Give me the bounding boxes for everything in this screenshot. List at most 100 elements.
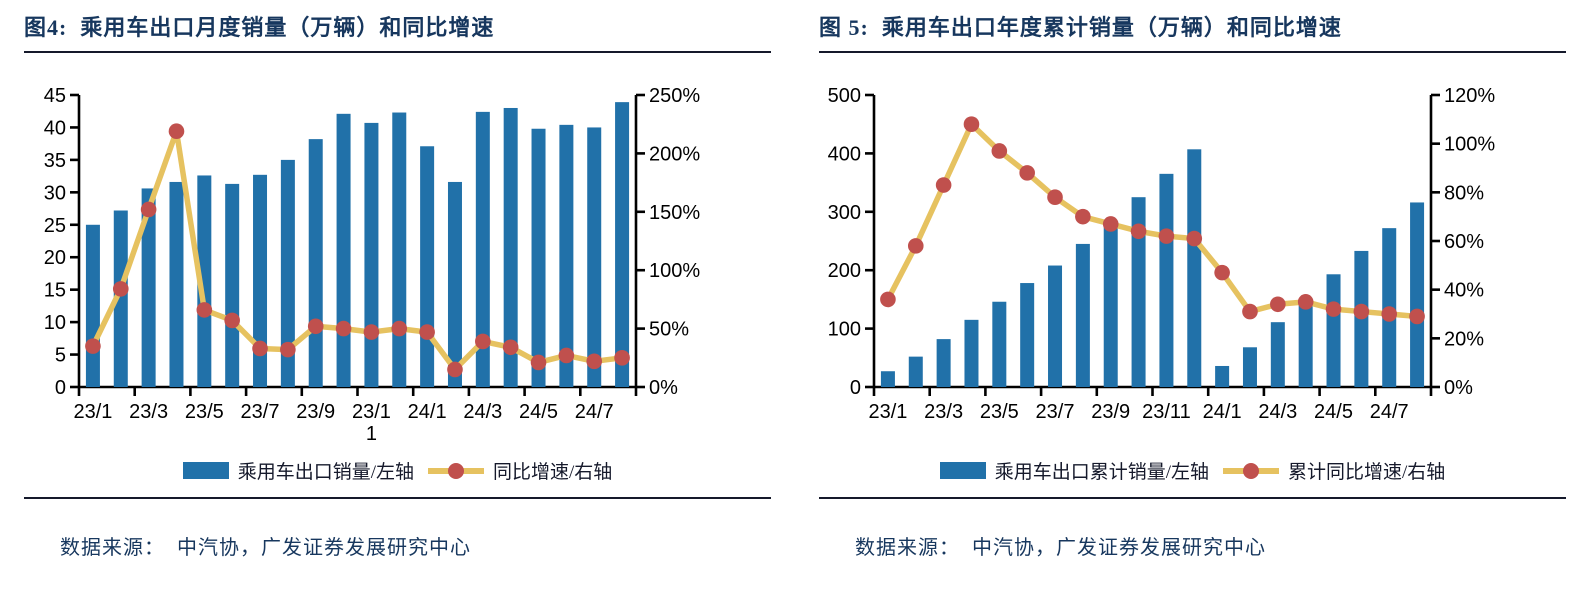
left-axis-tick-label: 40: [44, 117, 66, 139]
data-point-marker: [475, 333, 491, 350]
x-axis-tick-label: 24/1: [408, 401, 447, 423]
bar: [964, 319, 979, 387]
data-point-marker: [140, 201, 157, 218]
data-point-marker: [280, 341, 296, 358]
right-axis-tick-label: 20%: [1444, 328, 1484, 350]
bar: [880, 371, 895, 387]
bar: [364, 122, 379, 387]
x-axis-tick-label: 23/5: [980, 401, 1019, 423]
data-point-marker: [1186, 230, 1203, 247]
line-series-swatch: [428, 462, 484, 479]
cumulative-export-combo-chart: 0 100 200 300 400 500 0% 20% 40% 60% 80% 100% 120% 23…: [828, 85, 1496, 423]
data-point-marker: [1075, 208, 1091, 225]
data-point-marker: [252, 340, 268, 357]
right-axis-tick-label: 120%: [1444, 85, 1495, 107]
x-axis-tick-label: 23/5: [185, 401, 224, 423]
bar-series-swatch: [939, 462, 986, 479]
left-axis-tick-label: 15: [44, 280, 66, 302]
data-point-marker: [586, 353, 603, 370]
right-axis-tick-label: 150%: [649, 202, 700, 224]
bar-series-label: 乘用车出口累计销量/左轴: [994, 462, 1209, 483]
bar: [908, 356, 923, 387]
data-point-marker: [1214, 264, 1230, 281]
bar: [197, 175, 212, 387]
bar: [1187, 149, 1202, 387]
right-axis-tick-label: 50%: [649, 319, 689, 341]
bar: [615, 102, 630, 387]
bar: [113, 210, 128, 387]
bar: [225, 183, 240, 387]
data-point-marker: [112, 281, 129, 297]
legend-item-bar: 乘用车出口累计销量/左轴: [939, 457, 1209, 484]
data-point-marker: [1158, 228, 1175, 244]
data-point-marker: [168, 123, 185, 140]
right-axis-tick-label: 100%: [1444, 134, 1495, 156]
data-point-marker: [558, 347, 575, 364]
left-axis-tick-label: 20: [44, 247, 66, 269]
bar-series: [880, 149, 1425, 387]
data-point-marker: [1130, 223, 1147, 240]
bar: [253, 174, 268, 387]
line-marker-dot: [1243, 462, 1259, 479]
right-axis-tick-label: 80%: [1444, 182, 1484, 204]
left-axis-tick-label: 0: [850, 377, 861, 399]
data-point-marker: [502, 339, 519, 356]
x-axis-tick-label: 23/9: [296, 401, 335, 423]
data-point-marker: [1047, 189, 1063, 205]
x-axis-tick-label: 24/3: [463, 401, 502, 423]
right-axis-tick-label: 0%: [1444, 377, 1473, 399]
bar: [1242, 347, 1257, 387]
bar: [1326, 274, 1341, 387]
bar: [85, 224, 100, 387]
axes: [70, 93, 645, 396]
bar: [1215, 365, 1230, 387]
data-point-marker: [963, 116, 980, 132]
line-series-swatch: [1223, 462, 1279, 479]
bar: [1298, 299, 1313, 387]
left-axis-tick-label: 30: [44, 182, 66, 204]
data-point-marker: [363, 324, 380, 340]
data-point-marker: [935, 177, 952, 193]
bar: [141, 188, 156, 387]
data-point-marker: [447, 361, 463, 378]
legend-item-line: 累计同比增速/右轴: [1223, 457, 1445, 484]
left-axis-tick-label: 35: [44, 150, 66, 172]
x-axis-tick-label: 23/7: [1036, 401, 1075, 423]
data-point-marker: [419, 324, 435, 340]
left-axis-tick-label: 5: [55, 345, 66, 367]
bar: [531, 128, 546, 387]
data-point-marker: [1353, 303, 1370, 320]
x-axis-tick-label: 24/5: [519, 401, 558, 423]
bar: [503, 107, 518, 387]
bar: [559, 124, 574, 388]
left-axis-tick-label: 400: [828, 143, 861, 165]
figure-5-title: 图 5: 乘用车出口年度累计销量（万辆）和同比增速: [819, 6, 1566, 53]
data-point-marker: [530, 354, 547, 371]
right-axis-tick-label: 60%: [1444, 231, 1484, 253]
right-axis-tick-label: 0%: [649, 377, 678, 399]
bar-series-label: 乘用车出口销量/左轴: [237, 462, 414, 483]
figure-4-panel: 图4: 乘用车出口月度销量（万辆）和同比增速 0 5 10 15 20 25 30 35 40 4…: [24, 6, 771, 559]
source-text: 数据来源： 中汽协，广发证券发展研究中心: [60, 537, 471, 559]
data-point-marker: [1019, 165, 1035, 181]
left-axis-tick-label: 0: [55, 377, 66, 399]
line-series-label: 同比增速/右轴: [493, 462, 613, 483]
data-point-marker: [335, 320, 352, 337]
data-point-marker: [1409, 308, 1425, 325]
figure-4-title: 图4: 乘用车出口月度销量（万辆）和同比增速: [24, 6, 771, 53]
data-point-marker: [1270, 296, 1286, 313]
bar: [475, 111, 490, 388]
data-point-marker: [907, 238, 924, 254]
x-axis-tick-label: 24/7: [1370, 401, 1409, 423]
bar-series-swatch: [182, 462, 229, 479]
x-axis-tick-label: 24/7: [575, 401, 614, 423]
line-series-label: 累计同比增速/右轴: [1288, 462, 1446, 483]
bar: [447, 181, 462, 387]
bar: [1131, 197, 1146, 387]
growth-markers: [880, 116, 1425, 325]
right-axis-tick-label: 100%: [649, 260, 700, 282]
bar: [392, 112, 407, 387]
data-point-marker: [307, 318, 324, 335]
x-axis-tick-label: 23/3: [129, 401, 168, 423]
